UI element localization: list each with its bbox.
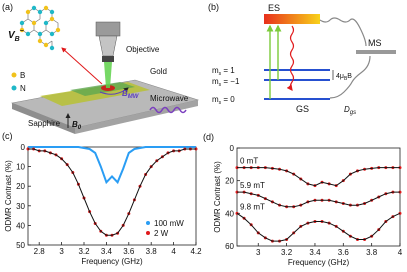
y-axis-label: ODMR Contrast (%) <box>4 160 13 232</box>
objective-lens <box>98 35 118 57</box>
dgs-label: Dgs <box>344 105 356 116</box>
atom-n-label: N <box>20 84 26 93</box>
panel-label: (d) <box>203 132 214 142</box>
y-tick-label: 40 <box>16 221 25 230</box>
fit-line <box>237 167 400 187</box>
microwave-label: Microwave <box>150 94 189 103</box>
fit-line <box>28 148 196 236</box>
x-tick-label: 2.8 <box>34 247 46 256</box>
legend-label: 2 W <box>154 229 169 238</box>
atoms <box>11 5 61 91</box>
x-axis-label: Frequency (GHz) <box>81 257 143 266</box>
y-tick-label: 50 <box>16 241 25 250</box>
vb-label: VB− <box>8 28 24 43</box>
laser-beam <box>104 62 112 88</box>
level-label: ms = −1 <box>212 77 240 88</box>
x-tick-label: 3.2 <box>281 248 293 257</box>
fit-line <box>237 191 400 208</box>
plot-frame <box>236 147 401 247</box>
es-band <box>264 14 320 24</box>
level-label: ms = 1 <box>212 66 235 77</box>
atom-b-label: B <box>20 71 25 80</box>
series-annotation: 9.8 mT <box>240 202 265 211</box>
emission-arrow <box>286 25 295 91</box>
decay-path <box>329 55 371 99</box>
panel-a: (a) VB− Objective Gold B N Sapphire B0 B… <box>2 2 200 134</box>
gold-label: Gold <box>150 67 167 76</box>
ms-label: MS <box>368 38 382 48</box>
isc-path <box>319 17 367 47</box>
y-axis-label: ODMR Contrast (%) <box>213 161 222 233</box>
legend-marker <box>146 231 150 235</box>
objective-tip <box>102 56 114 62</box>
es-label: ES <box>268 3 280 13</box>
x-tick-label: 3.4 <box>101 247 113 256</box>
panel-label: (c) <box>2 131 13 141</box>
slab-side <box>12 103 75 134</box>
series-annotation: 5.9 mT <box>240 181 265 190</box>
ms-band <box>356 50 396 54</box>
x-tick-label: 3.2 <box>78 247 90 256</box>
legend-label: 100 mW <box>154 219 184 228</box>
x-axis-label: Frequency (GHz) <box>288 258 350 267</box>
y-tick-label: 0 <box>230 144 235 153</box>
y-tick-label: 20 <box>225 177 234 186</box>
x-tick-label: 3.6 <box>123 247 135 256</box>
zoom-arrow <box>61 47 103 85</box>
b0-label: B0 <box>72 120 82 131</box>
y-tick-label: 20 <box>16 182 25 191</box>
y-tick-label: 0 <box>21 143 26 152</box>
objective-label: Objective <box>126 45 160 54</box>
y-tick-label: 40 <box>225 209 234 218</box>
sapphire-label: Sapphire <box>28 119 61 128</box>
x-tick-label: 3 <box>59 247 64 256</box>
series-annotation: 0 mT <box>240 157 258 166</box>
panel-label: (a) <box>2 2 13 12</box>
level-label: ms = 0 <box>212 95 235 106</box>
panel-b: (b) ES MS ms = 1 ms = −1 ms = 0 4μBB GS … <box>208 2 396 116</box>
x-tick-label: 3 <box>256 248 261 257</box>
x-tick-label: 4.2 <box>190 247 202 256</box>
x-tick-label: 4 <box>398 248 403 257</box>
bmw-label: BMW <box>122 89 140 100</box>
y-tick-label: 30 <box>16 202 25 211</box>
x-tick-label: 3.4 <box>309 248 321 257</box>
plot-frame <box>27 146 197 246</box>
y-tick-label: 60 <box>225 242 234 251</box>
x-tick-label: 3.8 <box>146 247 158 256</box>
split-label: 4μBB <box>336 73 352 82</box>
microwave-wave <box>149 106 187 114</box>
objective-body <box>95 21 121 37</box>
series-line <box>28 146 196 185</box>
x-tick-label: 3.6 <box>338 248 350 257</box>
fit-line <box>236 212 401 242</box>
panel-label: (b) <box>208 2 219 12</box>
x-tick-label: 4 <box>171 247 176 256</box>
bmw-arrow <box>99 87 129 95</box>
y-tick-label: 10 <box>16 163 25 172</box>
legend-marker <box>146 221 150 225</box>
gs-label: GS <box>296 104 309 114</box>
x-tick-label: 3.8 <box>366 248 378 257</box>
